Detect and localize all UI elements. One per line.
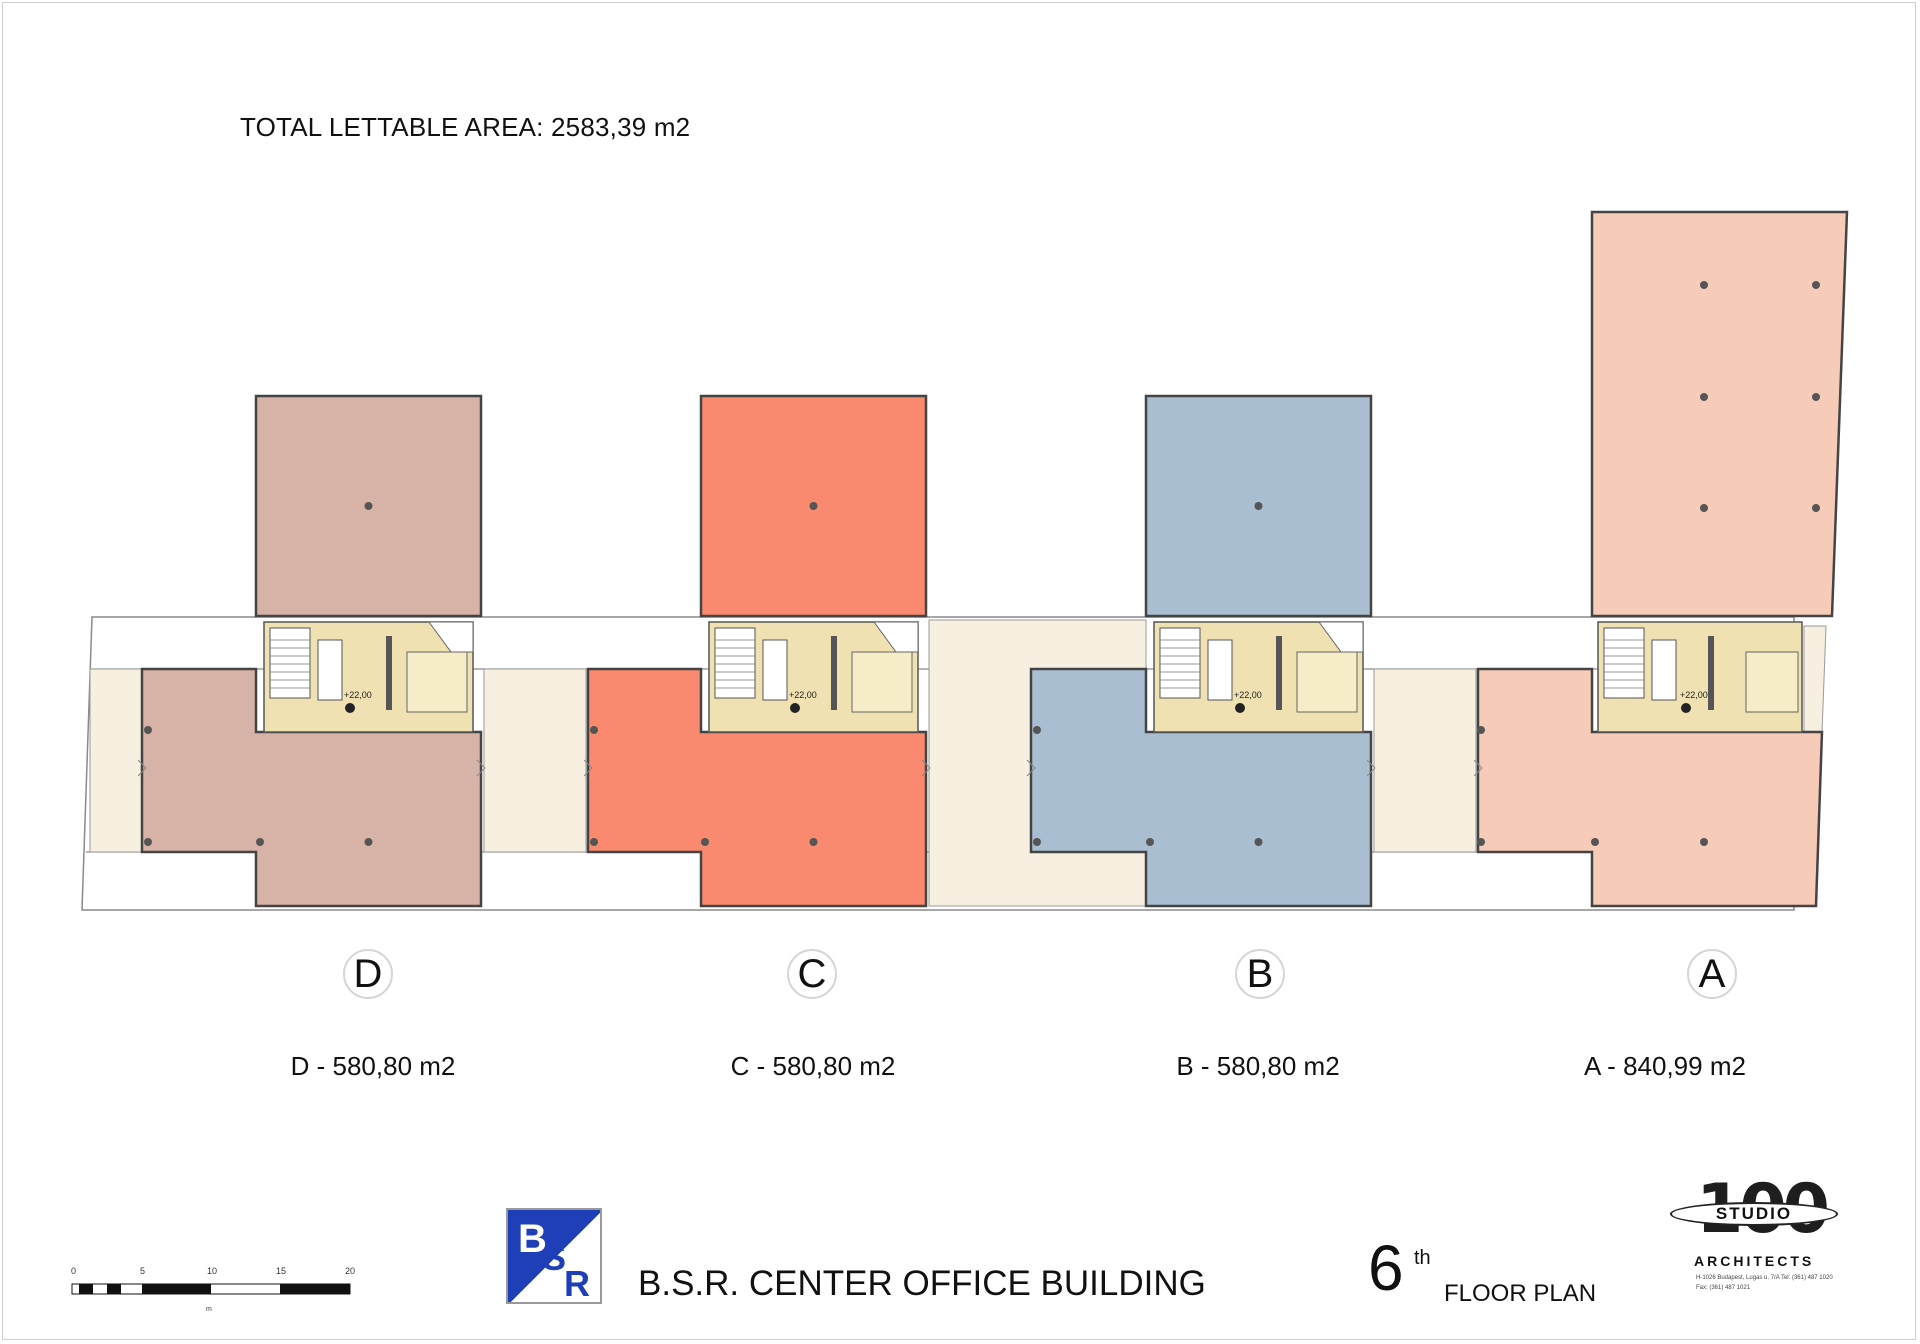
block-a-wing bbox=[1476, 667, 1824, 908]
block-d-column bbox=[364, 838, 373, 846]
block-area-d: D - 580,80 m2 bbox=[290, 1051, 456, 1081]
block-a-column bbox=[1477, 726, 1485, 734]
block-a-column bbox=[1812, 281, 1820, 289]
svg-text:S: S bbox=[542, 1237, 566, 1278]
project-title: B.S.R. CENTER OFFICE BUILDING bbox=[638, 1264, 1206, 1303]
block-c-column bbox=[701, 838, 709, 846]
block-a-column bbox=[1477, 838, 1485, 846]
block-a-door-marks bbox=[1473, 759, 1483, 777]
block-a-column bbox=[1700, 281, 1708, 289]
block-b-stair bbox=[1159, 627, 1201, 699]
bsr-logo-graphic: B S R bbox=[506, 1208, 602, 1304]
block-a-level-text: +22,00 bbox=[1680, 690, 1708, 700]
block-area-a: A - 840,99 m2 bbox=[1584, 1051, 1746, 1081]
block-d-column bbox=[144, 838, 152, 846]
block-b-door-marks bbox=[1026, 759, 1376, 777]
block-d-column bbox=[144, 726, 152, 734]
block-b-column bbox=[1033, 726, 1041, 734]
block-a-wc bbox=[1745, 651, 1799, 713]
block-b-column bbox=[1254, 502, 1263, 510]
svg-text:B: B bbox=[518, 1217, 547, 1261]
floor-plan-label: FLOOR PLAN bbox=[1444, 1280, 1597, 1307]
block-d-wc bbox=[406, 651, 468, 713]
scale-tick-20: 20 bbox=[345, 1266, 356, 1276]
studio-address: H-1026 Budapest, Lugas u. 7/A Tel: (361)… bbox=[1696, 1275, 1833, 1291]
block-c-lift bbox=[762, 639, 788, 701]
block-c-column bbox=[809, 502, 818, 510]
block-c-level-symbol bbox=[790, 703, 800, 713]
block-b-lift bbox=[1207, 639, 1233, 701]
block-b-wing bbox=[1029, 667, 1373, 908]
block-a-column bbox=[1812, 504, 1820, 512]
block-marker-d: D bbox=[343, 949, 393, 999]
block-b-wc bbox=[1296, 651, 1358, 713]
block-a-stair bbox=[1603, 627, 1645, 699]
block-b-column bbox=[1146, 838, 1154, 846]
block-c-door-marks bbox=[583, 759, 931, 777]
scale-tick-15: 15 bbox=[276, 1266, 287, 1276]
block-d-column bbox=[256, 838, 264, 846]
block-b-shaft bbox=[1276, 636, 1282, 710]
block-a-tower bbox=[1590, 210, 1849, 618]
scale-bar bbox=[71, 1283, 351, 1295]
block-d-shaft bbox=[386, 636, 392, 710]
studio-band bbox=[1670, 1202, 1838, 1226]
block-c-level-text: +22,00 bbox=[789, 690, 817, 700]
connector-west bbox=[89, 668, 143, 853]
connector-east bbox=[1803, 625, 1827, 734]
block-b-wc-door bbox=[1318, 621, 1364, 653]
block-c-stair bbox=[714, 627, 756, 699]
connector-ba bbox=[1373, 668, 1477, 853]
block-a-column bbox=[1591, 838, 1599, 846]
scale-unit: m bbox=[206, 1306, 212, 1313]
block-b-level-text: +22,00 bbox=[1234, 690, 1262, 700]
scale-tick-0: 0 bbox=[71, 1266, 77, 1276]
studio-word: STUDIO bbox=[1715, 1204, 1793, 1223]
block-a-column bbox=[1700, 838, 1708, 846]
block-a-lift bbox=[1651, 639, 1677, 701]
block-marker-c: C bbox=[787, 949, 837, 999]
block-c-shaft bbox=[831, 636, 837, 710]
block-d-column bbox=[364, 502, 373, 510]
block-c-wc bbox=[851, 651, 913, 713]
scale-tick-5: 5 bbox=[140, 1266, 146, 1276]
connector-dc bbox=[483, 668, 587, 853]
block-c-wc-door bbox=[873, 621, 919, 653]
block-a-shaft bbox=[1708, 636, 1714, 710]
block-d-lift bbox=[317, 639, 343, 701]
total-lettable-area: TOTAL LETTABLE AREA: 2583,39 m2 bbox=[240, 112, 691, 142]
block-c-wing bbox=[586, 667, 928, 908]
floor-suffix: th bbox=[1414, 1247, 1431, 1269]
block-d-level-text: +22,00 bbox=[344, 690, 372, 700]
block-b-column bbox=[1033, 838, 1041, 846]
floor-number: 6 bbox=[1368, 1232, 1404, 1304]
block-b-column bbox=[1254, 838, 1263, 846]
block-marker-b: B bbox=[1235, 949, 1285, 999]
block-d-door-marks bbox=[137, 759, 486, 777]
block-a-level-symbol bbox=[1681, 703, 1691, 713]
block-area-c: C - 580,80 m2 bbox=[730, 1051, 896, 1081]
block-d-level-symbol bbox=[345, 703, 355, 713]
block-a-column bbox=[1700, 504, 1708, 512]
studio-subtitle: ARCHITECTS bbox=[1694, 1253, 1815, 1269]
block-marker-a: A bbox=[1687, 949, 1737, 999]
studio-100-logo: 100 STUDIO ARCHITECTS H-1026 Budapest, L… bbox=[1668, 1170, 1840, 1302]
block-c-column bbox=[809, 838, 818, 846]
block-d-wing bbox=[140, 667, 483, 908]
svg-text:R: R bbox=[564, 1263, 590, 1302]
block-a-column bbox=[1812, 393, 1820, 401]
block-c-column bbox=[590, 726, 598, 734]
block-d-stair bbox=[269, 627, 311, 699]
scale-tick-10: 10 bbox=[207, 1266, 218, 1276]
bsr-logo: B S R bbox=[506, 1208, 602, 1304]
block-area-b: B - 580,80 m2 bbox=[1176, 1051, 1340, 1081]
block-c-column bbox=[590, 838, 598, 846]
block-b-level-symbol bbox=[1235, 703, 1245, 713]
block-a-column bbox=[1700, 393, 1708, 401]
block-d-wc-door bbox=[428, 621, 474, 653]
